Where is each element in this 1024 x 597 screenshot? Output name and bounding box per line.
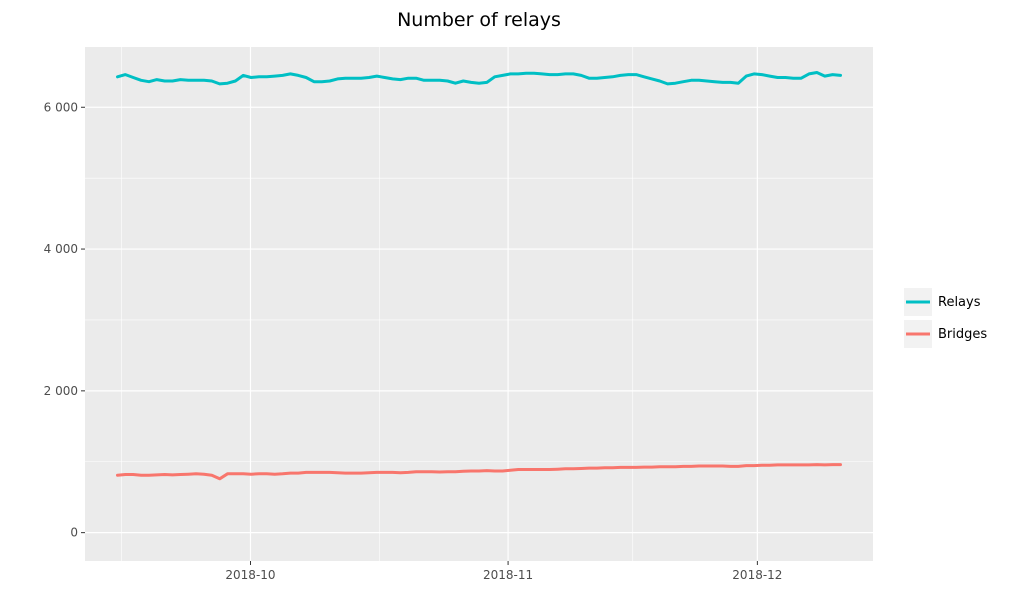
plot-panel: [85, 47, 873, 561]
y-tick-label: 2 000: [44, 384, 78, 398]
legend: Relays Bridges: [904, 288, 987, 348]
x-tick-label: 2018-10: [225, 568, 275, 582]
major-gridlines: [85, 47, 873, 561]
y-tick-label: 4 000: [44, 242, 78, 256]
series-line-bridges: [116, 463, 842, 481]
y-tick-label: 0: [70, 526, 78, 540]
y-axis: 0 2 000 4 000 6 000: [44, 100, 85, 540]
x-tick-label: 2018-12: [732, 568, 782, 582]
legend-label-relays: Relays: [938, 295, 981, 310]
y-tick-label: 6 000: [44, 100, 78, 114]
minor-gridlines: [85, 47, 873, 561]
chart-title: Number of relays: [397, 9, 561, 31]
x-tick-label: 2018-11: [483, 568, 533, 582]
legend-label-bridges: Bridges: [938, 327, 987, 342]
x-axis: 2018-10 2018-11 2018-12: [225, 561, 782, 582]
series-line-relays: [116, 71, 842, 86]
series-lines: [116, 71, 842, 481]
